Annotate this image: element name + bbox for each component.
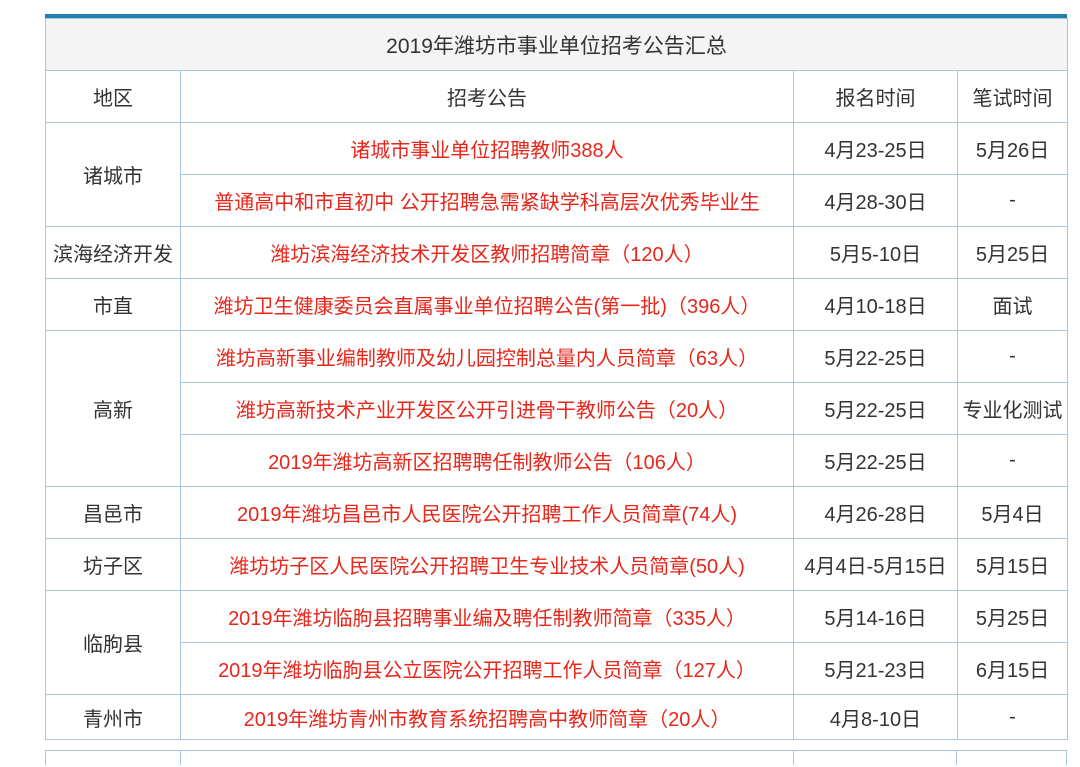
signup-time-cell: 4月8-10日 bbox=[793, 694, 958, 740]
table-header-row: 地区 招考公告 报名时间 笔试时间 bbox=[45, 70, 1069, 123]
exam-time-cell: - bbox=[956, 330, 1069, 383]
table-row: 坊子区 潍坊坊子区人民医院公开招聘卫生专业技术人员简章(50人) 4月4日-5月15… bbox=[45, 538, 1069, 591]
next-row-sliver bbox=[45, 750, 1067, 765]
announcement-cell: 潍坊坊子区人民医院公开招聘卫生专业技术人员简章(50人) bbox=[180, 538, 794, 591]
column-header-exam-time: 笔试时间 bbox=[956, 70, 1069, 123]
exam-time-cell: 5月25日 bbox=[956, 226, 1069, 279]
table-row: 2019年潍坊临朐县公立医院公开招聘工作人员简章（127人） 5月21-23日 6月… bbox=[45, 642, 1069, 695]
table-row: 青州市 2019年潍坊青州市教育系统招聘高中教师简章（20人） 4月8-10日 - bbox=[45, 694, 1069, 740]
table-title-row: 2019年潍坊市事业单位招考公告汇总 bbox=[44, 18, 1069, 71]
region-cell: 高新 bbox=[45, 330, 181, 487]
exam-time-cell: - bbox=[956, 694, 1069, 740]
exam-time-cell: 5月4日 bbox=[956, 486, 1069, 539]
table-row: 普通高中和市直初中 公开招聘急需紧缺学科高层次优秀毕业生 4月28-30日 - bbox=[45, 174, 1069, 227]
table-row: 高新 潍坊高新事业编制教师及幼儿园控制总量内人员简章（63人） 5月22-25日 - bbox=[45, 330, 1069, 487]
announcement-table-container: 2019年潍坊市事业单位招考公告汇总 地区 招考公告 报名时间 笔试时间 诸城市… bbox=[44, 14, 1069, 765]
exam-time-cell: 5月26日 bbox=[956, 122, 1069, 175]
signup-time-cell: 4月26-28日 bbox=[793, 486, 958, 539]
sliver-border-col3 bbox=[956, 751, 957, 765]
exam-time-cell: 专业化测试 bbox=[956, 382, 1069, 435]
signup-time-cell: 5月5-10日 bbox=[793, 226, 958, 279]
table-row: 滨海经济开发 潍坊滨海经济技术开发区教师招聘简章（120人） 5月5-10日 5月25… bbox=[45, 226, 1069, 279]
announcement-cell: 2019年潍坊临朐县公立医院公开招聘工作人员简章（127人） bbox=[180, 642, 794, 695]
table-row: 临朐县 2019年潍坊临朐县招聘事业编及聘任制教师简章（335人） 5月14-16日… bbox=[45, 590, 1069, 695]
signup-time-cell: 5月21-23日 bbox=[793, 642, 958, 695]
region-cell: 坊子区 bbox=[45, 538, 181, 591]
table-title: 2019年潍坊市事业单位招考公告汇总 bbox=[44, 18, 1069, 71]
table-row: 潍坊高新技术产业开发区公开引进骨干教师公告（20人） 5月22-25日 专业化测试 bbox=[45, 382, 1069, 435]
column-header-announcement: 招考公告 bbox=[180, 70, 794, 123]
announcement-cell: 诸城市事业单位招聘教师388人 bbox=[180, 122, 794, 175]
region-cell: 临朐县 bbox=[45, 590, 181, 695]
announcement-cell: 2019年潍坊昌邑市人民医院公开招聘工作人员简章(74人) bbox=[180, 486, 794, 539]
announcement-table-body: 诸城市 诸城市事业单位招聘教师388人 4月23-25日 5月26日 普通高中和市直初中… bbox=[45, 122, 1069, 740]
sliver-border-col1 bbox=[180, 751, 181, 765]
region-cell: 市直 bbox=[45, 278, 181, 331]
announcement-cell: 潍坊高新技术产业开发区公开引进骨干教师公告（20人） bbox=[180, 382, 794, 435]
announcement-link[interactable]: 2019年潍坊临朐县招聘事业编及聘任制教师简章（335人） bbox=[228, 608, 746, 630]
exam-time-cell: 5月15日 bbox=[956, 538, 1069, 591]
sliver-border-left bbox=[45, 751, 46, 765]
signup-time-cell: 4月10-18日 bbox=[793, 278, 958, 331]
region-cell: 昌邑市 bbox=[45, 486, 181, 539]
announcement-cell: 2019年潍坊高新区招聘聘任制教师公告（106人） bbox=[180, 434, 794, 487]
announcement-link[interactable]: 普通高中和市直初中 公开招聘急需紧缺学科高层次优秀毕业生 bbox=[214, 192, 760, 214]
announcement-cell: 潍坊滨海经济技术开发区教师招聘简章（120人） bbox=[180, 226, 794, 279]
announcement-link[interactable]: 2019年潍坊临朐县公立医院公开招聘工作人员简章（127人） bbox=[218, 660, 756, 682]
table-row: 昌邑市 2019年潍坊昌邑市人民医院公开招聘工作人员简章(74人) 4月26-28日… bbox=[45, 486, 1069, 539]
region-cell: 青州市 bbox=[45, 694, 181, 740]
announcement-table: 2019年潍坊市事业单位招考公告汇总 地区 招考公告 报名时间 笔试时间 诸城市… bbox=[44, 18, 1069, 740]
exam-time-cell: 面试 bbox=[956, 278, 1069, 331]
table-row: 2019年潍坊高新区招聘聘任制教师公告（106人） 5月22-25日 - bbox=[45, 434, 1069, 487]
column-header-signup-time: 报名时间 bbox=[793, 70, 958, 123]
signup-time-cell: 5月22-25日 bbox=[793, 382, 958, 435]
announcement-cell: 普通高中和市直初中 公开招聘急需紧缺学科高层次优秀毕业生 bbox=[180, 174, 794, 227]
announcement-link[interactable]: 2019年潍坊昌邑市人民医院公开招聘工作人员简章(74人) bbox=[236, 504, 738, 526]
announcement-cell: 2019年潍坊临朐县招聘事业编及聘任制教师简章（335人） bbox=[180, 590, 794, 643]
announcement-link[interactable]: 潍坊坊子区人民医院公开招聘卫生专业技术人员简章(50人) bbox=[229, 556, 745, 578]
announcement-link[interactable]: 潍坊高新事业编制教师及幼儿园控制总量内人员简章（63人） bbox=[215, 348, 759, 370]
exam-time-cell: 5月25日 bbox=[956, 590, 1069, 643]
exam-time-cell: 6月15日 bbox=[956, 642, 1069, 695]
column-header-region: 地区 bbox=[45, 70, 181, 123]
region-cell: 滨海经济开发 bbox=[45, 226, 181, 279]
announcement-cell: 2019年潍坊青州市教育系统招聘高中教师简章（20人） bbox=[180, 694, 794, 740]
signup-time-cell: 5月14-16日 bbox=[793, 590, 958, 643]
signup-time-cell: 4月4日-5月15日 bbox=[793, 538, 958, 591]
signup-time-cell: 4月28-30日 bbox=[793, 174, 958, 227]
announcement-cell: 潍坊高新事业编制教师及幼儿园控制总量内人员简章（63人） bbox=[180, 330, 794, 383]
announcement-link[interactable]: 潍坊滨海经济技术开发区教师招聘简章（120人） bbox=[270, 244, 704, 266]
table-row: 诸城市 诸城市事业单位招聘教师388人 4月23-25日 5月26日 bbox=[45, 122, 1069, 227]
top-accent-bar bbox=[45, 14, 1067, 18]
announcement-link[interactable]: 2019年潍坊高新区招聘聘任制教师公告（106人） bbox=[268, 452, 706, 474]
table-row: 市直 潍坊卫生健康委员会直属事业单位招聘公告(第一批)（396人） 4月10-18日… bbox=[45, 278, 1069, 331]
announcement-cell: 潍坊卫生健康委员会直属事业单位招聘公告(第一批)（396人） bbox=[180, 278, 794, 331]
sliver-border-right bbox=[1066, 751, 1067, 765]
exam-time-cell: - bbox=[956, 174, 1069, 227]
sliver-border-col2 bbox=[793, 751, 794, 765]
signup-time-cell: 5月22-25日 bbox=[793, 330, 958, 383]
signup-time-cell: 5月22-25日 bbox=[793, 434, 958, 487]
exam-time-cell: - bbox=[956, 434, 1069, 487]
announcement-link[interactable]: 潍坊卫生健康委员会直属事业单位招聘公告(第一批)（396人） bbox=[213, 296, 761, 318]
announcement-link[interactable]: 诸城市事业单位招聘教师388人 bbox=[350, 140, 624, 162]
announcement-link[interactable]: 2019年潍坊青州市教育系统招聘高中教师简章（20人） bbox=[243, 708, 731, 731]
signup-time-cell: 4月23-25日 bbox=[793, 122, 958, 175]
region-cell: 诸城市 bbox=[45, 122, 181, 227]
announcement-link[interactable]: 潍坊高新技术产业开发区公开引进骨干教师公告（20人） bbox=[235, 400, 739, 422]
